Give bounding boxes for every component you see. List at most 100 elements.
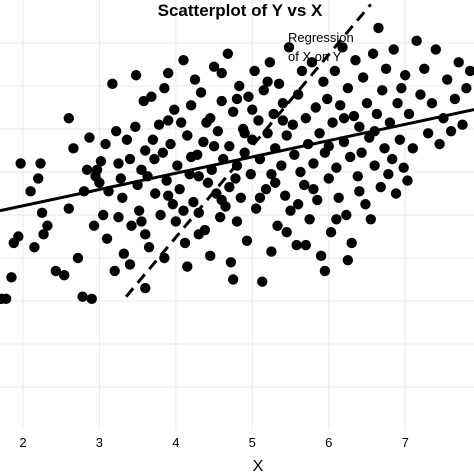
data-point [212,125,224,137]
data-point [308,184,319,195]
data-point [95,156,107,167]
data-point [442,74,453,85]
x-tick-label: 7 [402,435,409,450]
data-point [270,177,281,188]
data-point [201,117,212,128]
data-point [380,63,392,74]
data-point [341,209,352,221]
data-point [59,270,70,281]
data-point [292,89,304,100]
data-point [411,35,422,47]
data-point [360,199,371,210]
data-point [208,61,220,72]
data-point [369,160,380,171]
data-point [266,246,277,257]
data-point [216,194,227,206]
data-point [379,143,390,154]
data-point [25,186,36,197]
data-point [291,239,302,251]
x-tick-label: 2 [19,435,26,450]
data-point [449,93,461,105]
data-point [239,128,250,139]
data-point [107,78,118,90]
data-point [224,181,235,193]
data-point [124,153,136,165]
data-point [434,138,445,150]
data-point [277,98,289,109]
data-point [322,93,333,105]
data-point [325,227,337,238]
data-point [140,282,151,294]
data-point [266,168,277,180]
data-point [426,98,438,109]
data-point [262,76,273,87]
data-point [299,179,310,191]
data-point [352,171,363,182]
data-point [260,184,272,195]
data-point [390,188,402,199]
data-point [149,153,160,165]
data-point [396,82,407,94]
data-point [295,166,306,178]
data-point [136,164,147,176]
data-point [178,55,189,66]
data-point [281,130,292,141]
data-point [342,254,354,266]
data-point [312,194,323,206]
data-point [157,147,169,158]
data-point [86,293,97,305]
data-point [285,205,296,216]
data-point [208,141,220,152]
data-point [461,82,472,94]
annotation-regression-label-line2: of X on Y [288,49,342,64]
data-point [169,104,180,115]
data-point [281,227,292,238]
data-point [264,57,276,68]
x-tick-label: 3 [96,435,103,450]
data-point [198,136,209,148]
data-point [319,265,331,277]
data-point [91,164,103,176]
data-point [300,239,312,251]
data-point [109,265,120,277]
data-point [272,220,283,231]
data-point [98,209,109,221]
data-point [165,138,176,150]
data-point [253,115,264,126]
x-tick-label: 4 [172,435,179,450]
data-point [147,134,159,145]
data-point [279,190,291,201]
data-point [172,160,183,171]
data-point [63,203,75,214]
data-point [367,48,379,59]
data-point [335,100,346,111]
data-point [133,205,145,216]
x-tick-label: 5 [249,435,256,450]
data-point [205,250,216,262]
regression-lines [0,3,474,298]
data-point [296,65,308,77]
data-point [175,117,187,128]
data-point [155,209,166,221]
data-point [331,214,342,225]
data-point [356,147,367,158]
data-point [136,216,147,227]
data-point [315,250,327,262]
data-point [331,162,342,173]
data-point [214,211,226,223]
data-point [308,158,319,169]
data-point [113,211,124,223]
x-axis-label: X [253,458,264,474]
data-point [234,80,245,92]
data-point [354,186,365,197]
data-point [140,145,151,156]
data-point [216,95,227,107]
data-point [72,252,84,264]
data-point [348,110,360,122]
data-point [162,67,174,79]
data-point [287,119,299,130]
data-point [140,229,151,240]
data-point [231,216,243,227]
data-point [115,173,126,184]
data-point [273,78,285,90]
